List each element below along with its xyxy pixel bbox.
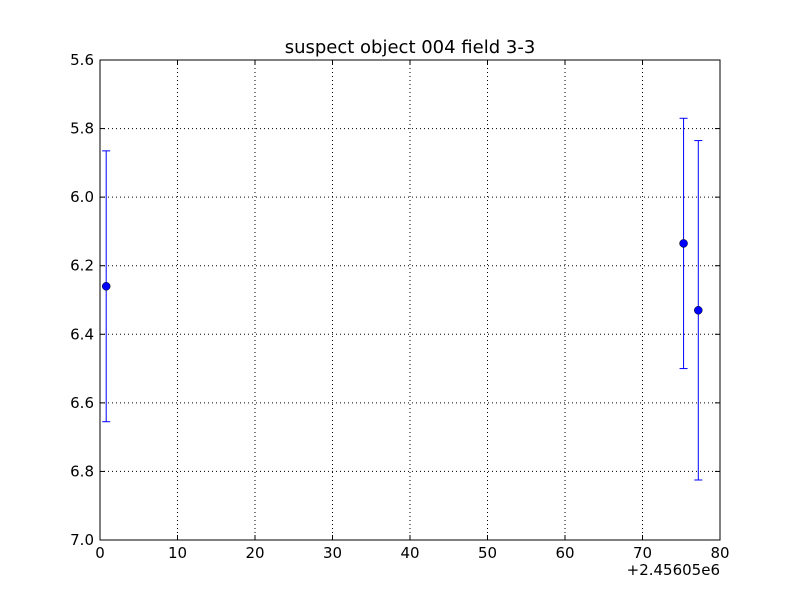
chart-title: suspect object 004 field 3-3 <box>285 37 536 58</box>
x-offset-label: +2.45605e6 <box>627 561 720 579</box>
y-tick-label: 6.8 <box>70 462 94 480</box>
y-tick-labels: 5.6 5.8 6.0 6.2 6.4 6.6 6.8 7.0 <box>70 51 94 549</box>
y-tick-label: 5.8 <box>70 120 94 138</box>
x-tick-label: 30 <box>323 544 342 562</box>
y-tick-label: 6.2 <box>70 257 94 275</box>
data-point <box>694 306 703 315</box>
ticks <box>99 59 721 541</box>
x-tick-label: 80 <box>710 544 729 562</box>
y-tick-label: 6.6 <box>70 394 94 412</box>
y-tick-label: 6.4 <box>70 325 94 343</box>
series-layer <box>101 117 703 481</box>
data-point <box>679 239 688 248</box>
x-tick-label: 70 <box>633 544 652 562</box>
x-tick-labels: 0 10 20 30 40 50 60 70 80 <box>95 544 729 562</box>
y-tick-label: 5.6 <box>70 51 94 69</box>
grid <box>100 60 720 540</box>
x-tick-label: 50 <box>478 544 497 562</box>
y-tick-label: 7.0 <box>70 531 94 549</box>
x-tick-label: 40 <box>400 544 419 562</box>
x-tick-label: 10 <box>168 544 187 562</box>
y-tick-label: 6.0 <box>70 188 94 206</box>
data-point <box>101 282 111 291</box>
x-tick-label: 60 <box>555 544 574 562</box>
x-tick-label: 20 <box>245 544 264 562</box>
x-tick-label: 0 <box>95 544 105 562</box>
